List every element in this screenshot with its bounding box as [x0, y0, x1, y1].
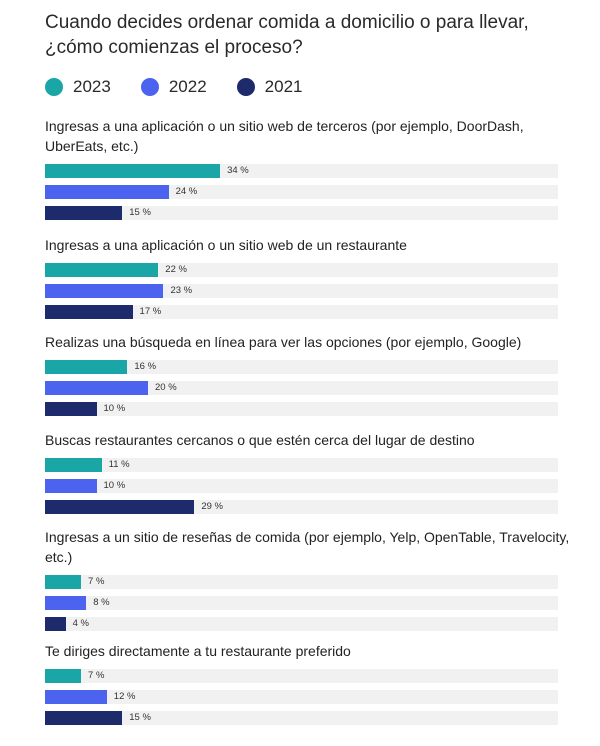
value-label-2021-group-6: 15 %: [129, 712, 151, 723]
bar-track: [45, 575, 558, 589]
bar-track: [45, 305, 558, 319]
category-label-realizas-una-busqueda-en-linea-para-ver-: Realizas una búsqueda en línea para ver …: [45, 334, 522, 350]
bar-2023-group-3: [45, 360, 128, 374]
legend-label-2023: 2023: [73, 77, 111, 96]
bar-2022-group-6: [45, 690, 107, 704]
category-label-buscas-restaurantes-cercanos-o-que-esten: Buscas restaurantes cercanos o que estén…: [45, 432, 475, 448]
bar-2021-group-1: [45, 206, 123, 220]
bar-track: [45, 381, 558, 395]
bar-2023-group-2: [45, 263, 159, 277]
legend-item-2022: 2022: [140, 77, 207, 97]
legend: 2023 2022 2021: [45, 76, 332, 98]
value-label-2021-group-2: 17 %: [139, 306, 162, 317]
bar-2023-group-5: [45, 575, 82, 589]
value-label-2023-group-2: 22 %: [165, 264, 187, 275]
bar-track: [45, 360, 558, 374]
category-label-ingresas-a-una-aplicacion-o-un-sitio-web: Ingresas a una aplicación o un sitio web…: [45, 118, 524, 154]
bar-2023-group-4: [45, 458, 102, 472]
bar-track: [45, 185, 558, 199]
bar-track: [45, 206, 558, 220]
legend-label-2021: 2021: [264, 77, 303, 96]
bar-2022-group-5: [45, 596, 87, 610]
bar-track: [45, 458, 558, 472]
bar-2021-group-4: [45, 500, 195, 514]
value-label-2022-group-1: 24 %: [175, 186, 198, 197]
bar-track: [45, 617, 558, 631]
value-label-2023-group-6: 7 %: [88, 670, 105, 681]
bar-track: [45, 284, 558, 298]
bar-2021-group-6: [45, 711, 123, 725]
value-label-2023-group-1: 34 %: [227, 165, 249, 176]
bar-2021-group-5: [45, 617, 66, 631]
category-label-te-diriges-directamente-a-tu-restaurante: Te diriges directamente a tu restaurante…: [45, 643, 351, 659]
bar-2022-group-4: [45, 479, 97, 493]
value-label-2021-group-5: 4 %: [72, 618, 89, 629]
bar-track: [45, 690, 558, 704]
value-label-2023-group-4: 11 %: [108, 459, 130, 470]
value-label-2021-group-3: 10 %: [103, 403, 126, 414]
chart-title: Cuando decides ordenar comida a domicili…: [45, 12, 529, 58]
legend-item-2023: 2023: [45, 77, 111, 97]
bar-2023-group-6: [45, 669, 82, 683]
bar-track: [45, 479, 558, 493]
value-label-2023-group-5: 7 %: [88, 576, 105, 587]
value-label-2023-group-3: 16 %: [134, 361, 157, 372]
value-label-2021-group-4: 29 %: [201, 501, 223, 512]
bar-track: [45, 263, 558, 277]
legend-swatch-2022: [140, 78, 159, 96]
bar-track: [45, 669, 558, 683]
value-label-2022-group-4: 10 %: [103, 480, 126, 491]
legend-item-2021: 2021: [236, 77, 303, 97]
legend-label-2022: 2022: [168, 77, 207, 96]
value-label-2022-group-5: 8 %: [93, 597, 110, 608]
legend-swatch-2023: [45, 78, 63, 96]
category-label-ingresas-a-una-aplicacion-o-un-sitio-web: Ingresas a una aplicación o un sitio web…: [45, 237, 407, 253]
bar-2021-group-2: [45, 305, 133, 319]
category-label-ingresas-a-un-sitio-de-resenas-de-comida: Ingresas a un sitio de reseñas de comida…: [45, 529, 570, 565]
bar-track: [45, 711, 558, 725]
bar-2021-group-3: [45, 402, 97, 416]
value-label-2021-group-1: 15 %: [129, 207, 151, 218]
bar-track: [45, 596, 558, 610]
bar-2022-group-2: [45, 284, 164, 298]
bar-2022-group-3: [45, 381, 148, 395]
bar-2022-group-1: [45, 185, 169, 199]
bar-track: [45, 402, 558, 416]
value-label-2022-group-6: 12 %: [113, 691, 136, 702]
value-label-2022-group-3: 20 %: [155, 382, 177, 393]
bar-2023-group-1: [45, 164, 221, 178]
value-label-2022-group-2: 23 %: [170, 285, 193, 296]
legend-swatch-2021: [236, 78, 255, 96]
